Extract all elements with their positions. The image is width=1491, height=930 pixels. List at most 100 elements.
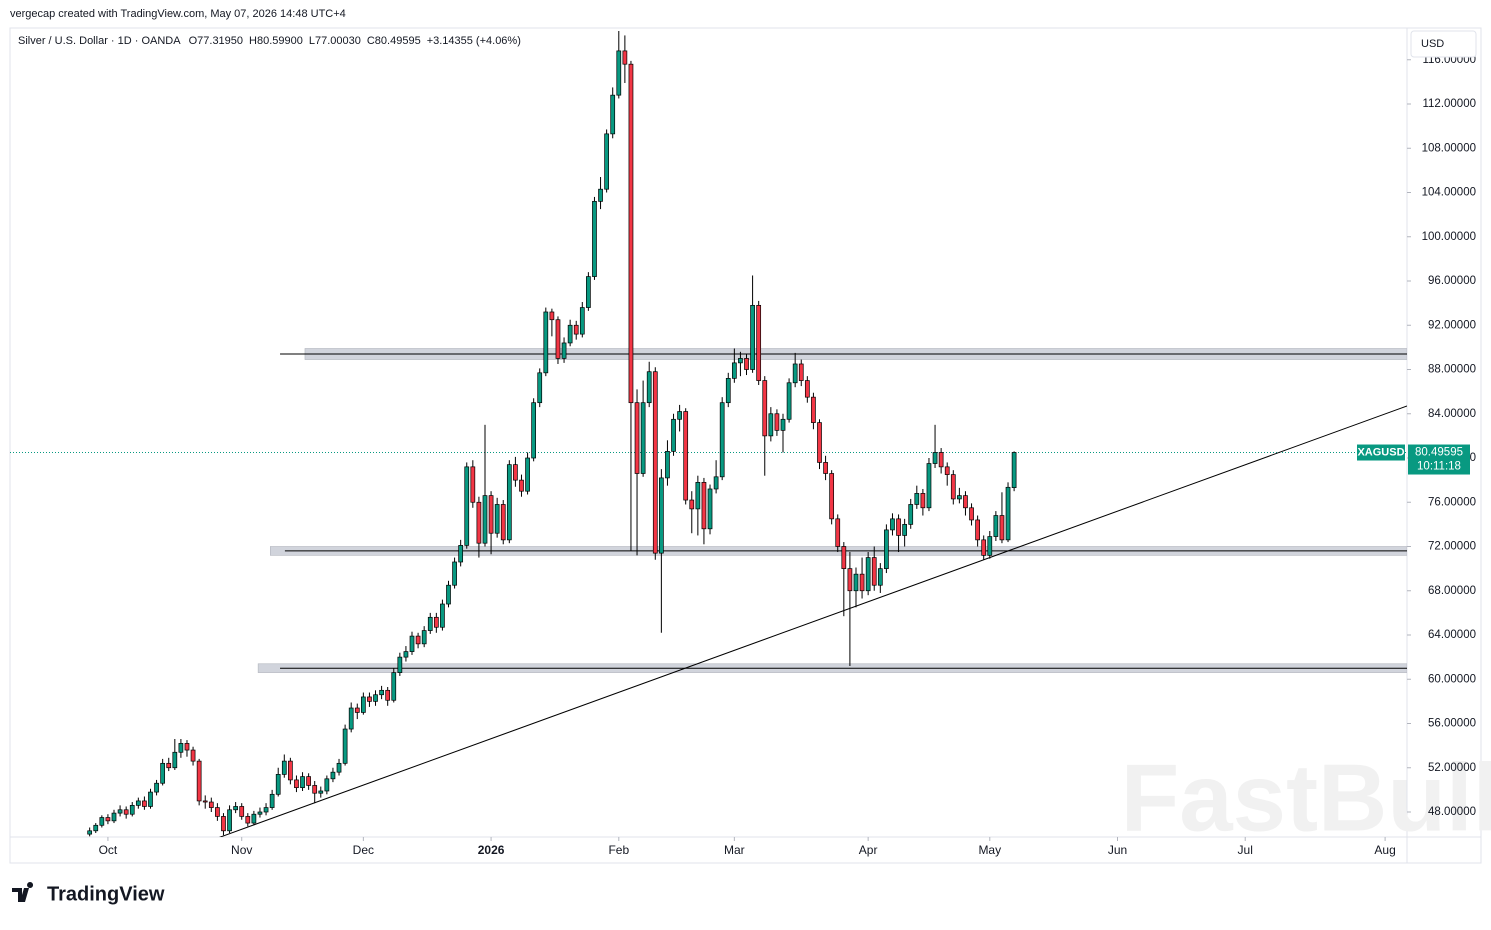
candle-body [421, 630, 427, 645]
candle-body [251, 813, 257, 824]
countdown: 10:11:18 [1417, 461, 1461, 473]
candle-body [853, 573, 859, 592]
candle-body [902, 524, 907, 536]
x-tick-label: Dec [353, 843, 374, 857]
candle-body [841, 546, 847, 569]
candle-body [847, 568, 853, 592]
candle-body [865, 557, 871, 592]
candle-body [877, 568, 883, 586]
x-tick-label: Feb [608, 843, 629, 857]
candle-body [208, 801, 214, 808]
candle-body [555, 319, 561, 359]
candle-body [926, 463, 932, 509]
candle-body [245, 816, 251, 824]
candle-body [519, 479, 524, 492]
candle-body [312, 785, 318, 794]
candle-body [263, 807, 269, 813]
candle-body [306, 776, 311, 786]
candle-body [476, 501, 482, 544]
currency[interactable]: USD [1421, 38, 1444, 50]
candle-body [665, 451, 670, 479]
candle-body [324, 778, 330, 792]
candle-body [750, 304, 755, 370]
candle-body [148, 791, 153, 807]
candle-body [525, 457, 530, 492]
candle-body [975, 519, 980, 541]
ohlc-value: C80.49595 [367, 35, 421, 47]
candle-body [744, 358, 749, 370]
candle-body [129, 805, 135, 815]
candle-body [178, 743, 184, 753]
x-tick-label: Jul [1238, 843, 1253, 857]
candle-body [683, 411, 689, 501]
candle-body [233, 806, 238, 811]
candle-body [957, 495, 962, 500]
candle-body [506, 464, 512, 541]
ohlc-value: L77.00030 [309, 35, 361, 47]
candle-body [300, 776, 305, 789]
candle-body [336, 762, 342, 773]
candle-body [871, 557, 877, 586]
candle-body [573, 324, 579, 335]
watermark: FastBull [1121, 744, 1491, 851]
ohlc-value: O77.31950 [189, 35, 243, 47]
candle-body [543, 311, 549, 374]
candle-body [391, 672, 397, 701]
candle-body [105, 817, 111, 822]
candle-body [409, 635, 415, 652]
candle-body [908, 504, 914, 525]
candle-body [932, 452, 938, 464]
candle-body [117, 809, 123, 814]
candle-body [938, 452, 944, 468]
trendline [219, 405, 1407, 837]
candle-body [464, 466, 470, 546]
candle-body [348, 707, 354, 730]
candle-body [111, 812, 117, 822]
candle-body [610, 94, 616, 135]
price-label-bg [1408, 444, 1470, 475]
symbol-label-bg [1357, 444, 1405, 461]
candle-body [172, 751, 178, 769]
candle-body [701, 481, 707, 530]
candle-body [963, 495, 968, 509]
candle-body [640, 402, 646, 474]
candle-body [1005, 486, 1011, 541]
candle-body [725, 378, 731, 404]
candle-body [458, 545, 464, 563]
candle-body [513, 464, 518, 481]
candle-body [440, 603, 445, 628]
candle-body [811, 396, 816, 423]
x-tick-label: Mar [724, 843, 745, 857]
candle-body [330, 771, 336, 780]
candle-body [196, 760, 202, 802]
symbol-label: XAGUSD [1357, 446, 1404, 458]
y-tick-label: 60.00000 [1428, 673, 1476, 685]
candle-body [373, 694, 378, 702]
y-tick-label: 72.00000 [1428, 541, 1476, 553]
candle-body [142, 800, 147, 807]
candle-body [798, 363, 804, 381]
candle-body [154, 782, 159, 793]
y-tick-label: 84.00000 [1428, 408, 1476, 420]
logo: TradingView [12, 882, 165, 905]
candle-body [707, 488, 713, 530]
candle-body [756, 304, 762, 381]
candle-body [780, 418, 786, 431]
candle-body [944, 466, 950, 475]
currency-button[interactable] [1410, 30, 1477, 58]
plot [10, 30, 1407, 837]
candle-body [859, 573, 865, 592]
symbol-title: Silver / U.S. Dollar · 1D · OANDA [18, 35, 181, 47]
candle-body [221, 816, 226, 832]
candle-body [829, 473, 835, 520]
candle-body [403, 651, 409, 658]
candle-body [488, 495, 494, 534]
credit: vergecap created with TradingView.com, M… [10, 8, 346, 20]
candle-body [87, 830, 93, 835]
candle-body [677, 411, 682, 420]
candle-body [470, 466, 476, 503]
candle-body [379, 689, 384, 696]
candle-body [99, 817, 105, 826]
